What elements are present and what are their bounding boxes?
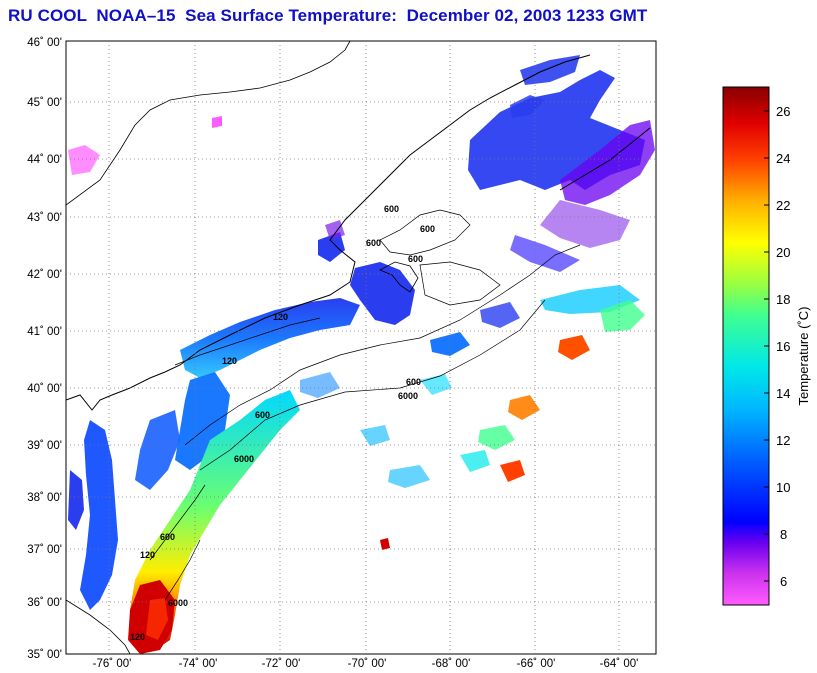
colorbar-tick-label: 10 <box>776 480 790 495</box>
lat-tick-label: 42˚ 00' <box>27 269 62 281</box>
colorbar: 26 24 22 20 18 16 14 12 10 8 6 Temperatu… <box>722 86 811 606</box>
lat-tick-label: 41˚ 00' <box>27 326 62 338</box>
contour-6000 <box>199 299 546 471</box>
lon-tick-label: -76˚ 00' <box>93 658 132 670</box>
contour-label: 6000 <box>398 391 418 401</box>
contour-label: 600 <box>406 377 421 387</box>
chesapeake-bay-sst <box>80 420 118 610</box>
lon-tick-label: -72˚ 00' <box>262 658 301 670</box>
mid-atlantic-shelf-sst <box>130 390 300 650</box>
contour-label: 120 <box>222 356 237 366</box>
contour-label: 600 <box>384 204 399 214</box>
contour-120 <box>174 317 321 366</box>
lat-tick-label: 38˚ 00' <box>27 492 62 504</box>
lat-tick-label: 44˚ 00' <box>27 154 62 166</box>
contour-label: 600 <box>366 238 381 248</box>
lon-tick-label: -68˚ 00' <box>432 658 471 670</box>
lat-tick-label: 37˚ 00' <box>27 544 62 556</box>
lat-tick-label: 40˚ 00' <box>27 383 62 395</box>
colorbar-tick-label: 12 <box>776 433 790 448</box>
contour-label: 600 <box>408 254 423 264</box>
contour-label: 600 <box>255 410 270 420</box>
lat-tick-label: 46˚ 00' <box>27 37 62 49</box>
colorbar-tick-label: 26 <box>776 104 790 119</box>
contour-label: 6000 <box>168 598 188 608</box>
colorbar-scale <box>722 86 770 606</box>
lat-tick-label: 36˚ 00' <box>27 597 62 609</box>
colorbar-tick-label: 8 <box>780 527 787 542</box>
colorbar-tick-label: 6 <box>780 574 787 589</box>
sst-imagery: 600 600 600 600 120 120 600 6000 600 600… <box>66 41 655 654</box>
contour-label: 120 <box>140 550 155 560</box>
inner-shelf-sst <box>180 298 360 378</box>
colorbar-title: Temperature (˚C) <box>796 307 811 406</box>
lon-tick-label: -64˚ 00' <box>600 658 639 670</box>
colorbar-tick-label: 16 <box>776 339 790 354</box>
contour-label: 120 <box>273 312 288 322</box>
map-title: RU COOL NOAA–15 Sea Surface Temperature:… <box>8 6 648 25</box>
nova-scotia-shelf-sst <box>560 120 655 205</box>
lat-tick-label: 39˚ 00' <box>27 440 62 452</box>
contour-label: 6000 <box>234 454 254 464</box>
colorbar-tick-label: 22 <box>776 198 790 213</box>
lat-tick-label: 45˚ 00' <box>27 97 62 109</box>
colorbar-tick-label: 18 <box>776 292 790 307</box>
lat-axis: 46˚ 00' 45˚ 00' 44˚ 00' 43˚ 00' 42˚ 00' … <box>27 37 62 661</box>
lat-tick-label: 43˚ 00' <box>27 212 62 224</box>
lon-tick-label: -66˚ 00' <box>517 658 556 670</box>
colorbar-tick-label: 20 <box>776 245 790 260</box>
lat-tick-label: 35˚ 00' <box>27 649 62 661</box>
contour-label: 600 <box>160 532 175 542</box>
colorbar-tick-label: 24 <box>776 151 790 166</box>
contour-label: 600 <box>420 224 435 234</box>
colorbar-tick-label: 14 <box>776 386 790 401</box>
contour-600 <box>184 244 581 446</box>
lon-tick-label: -70˚ 00' <box>348 658 387 670</box>
lon-axis: -76˚ 00' -74˚ 00' -72˚ 00' -70˚ 00' -68˚… <box>93 658 639 670</box>
contour-label: 120 <box>130 632 145 642</box>
lon-tick-label: -74˚ 00' <box>179 658 218 670</box>
